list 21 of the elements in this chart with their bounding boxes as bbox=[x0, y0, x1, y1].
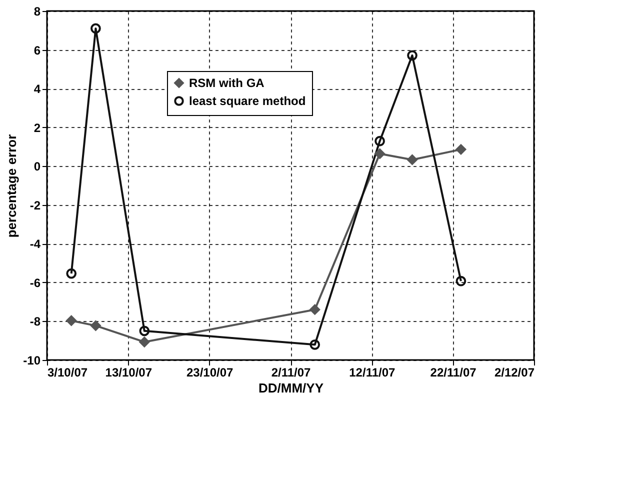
y-tick-label: 4 bbox=[34, 82, 41, 96]
y-tick-label: -2 bbox=[30, 198, 41, 212]
x-axis-title: DD/MM/YY bbox=[258, 380, 324, 396]
y-tick-label: 0 bbox=[34, 160, 41, 174]
y-tick-label: 6 bbox=[34, 43, 41, 58]
x-tick-label: 12/11/07 bbox=[349, 366, 396, 380]
legend-label: least square method bbox=[189, 94, 306, 108]
y-tick-label: 2 bbox=[34, 120, 41, 135]
legend-label: RSM with GA bbox=[189, 76, 265, 90]
x-tick-label: 2/11/07 bbox=[271, 366, 312, 380]
y-axis-title: percentage error bbox=[4, 134, 20, 238]
y-tick-label: -10 bbox=[23, 354, 41, 368]
y-tick-label: -4 bbox=[30, 237, 41, 252]
x-tick-label: 23/10/07 bbox=[186, 366, 234, 380]
y-tick-label: -6 bbox=[30, 276, 41, 290]
y-tick-label: 8 bbox=[34, 4, 41, 18]
x-tick-label: 3/10/07 bbox=[48, 366, 88, 380]
x-tick-label: 13/10/07 bbox=[105, 366, 152, 380]
x-tick-label: 22/11/07 bbox=[430, 366, 477, 380]
y-tick-label: -8 bbox=[30, 314, 41, 329]
x-tick-label: 2/12/07 bbox=[494, 366, 535, 380]
